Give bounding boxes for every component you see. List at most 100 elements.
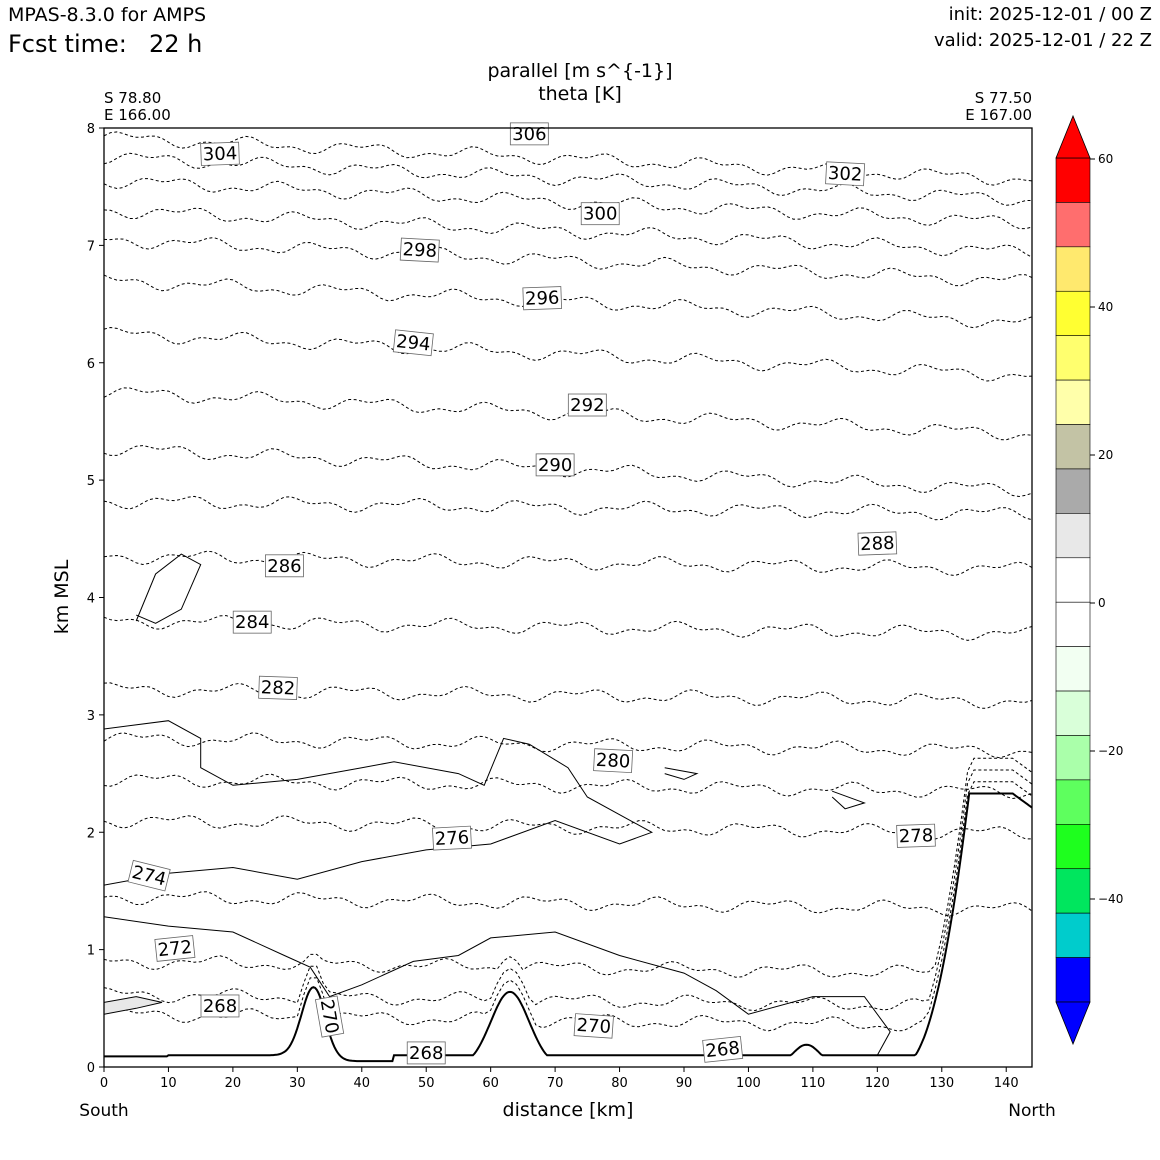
terrain-outline: [104, 792, 1032, 1063]
theta-label-text: 270: [576, 1015, 612, 1038]
y-tick-label: 1: [87, 944, 95, 959]
colorbar-segment: [1055, 424, 1091, 470]
theta-contour-line: [104, 781, 1032, 1032]
theta-label: 270: [573, 1013, 614, 1039]
colorbar-segment: [1055, 690, 1091, 736]
theta-contour-line: [104, 177, 1032, 230]
theta-label: 300: [580, 202, 620, 226]
theta-label: 278: [896, 823, 936, 848]
theta-label-box: [580, 202, 620, 226]
theta-label: 284: [232, 610, 272, 634]
chart-title-line2: theta [K]: [538, 83, 622, 105]
start-lon: E 166.00: [104, 106, 171, 124]
colorbar-segment: [1055, 735, 1091, 781]
theta-contour-line: [104, 682, 1032, 709]
end-lat: S 77.50: [974, 89, 1032, 107]
theta-label-box: [432, 825, 472, 851]
colorbar-segment: [1055, 601, 1091, 647]
theta-label-text: 268: [705, 1038, 741, 1062]
init-time: init: 2025-12-01 / 00 Z: [948, 4, 1152, 25]
colorbar-under-arrow: [1055, 1001, 1091, 1046]
theta-label: 268: [702, 1036, 744, 1063]
theta-contour-line: [104, 773, 1032, 800]
theta-label-box: [127, 859, 171, 892]
y-tick-label: 0: [87, 1061, 95, 1076]
theta-label-box: [406, 1041, 446, 1065]
y-tick-label: 2: [87, 826, 95, 841]
terrain-line: [104, 792, 1032, 1063]
theta-label-text: 268: [203, 996, 237, 1017]
wind-contour: [831, 790, 866, 810]
theta-label-text: 288: [860, 533, 895, 555]
colorbar-tick-label: −20: [1098, 744, 1123, 758]
colorbar-tick-label: 20: [1098, 448, 1113, 462]
theta-label-text: 272: [157, 937, 193, 961]
theta-contour-line: [104, 769, 1032, 1012]
theta-label: 302: [825, 161, 866, 187]
theta-label-text: 284: [235, 612, 269, 633]
theta-contour-line: [104, 152, 1032, 206]
y-axis-ticks: 0 1 2 3 4 5 6 7 8: [87, 122, 104, 1076]
theta-label-text: 294: [395, 331, 431, 355]
x-tick-label: 10: [160, 1076, 177, 1091]
theta-label-box: [399, 237, 440, 263]
x-tick-label: 90: [676, 1076, 693, 1091]
x-tick-label: 50: [418, 1076, 435, 1091]
x-tick-label: 120: [865, 1076, 890, 1091]
theta-label: 268: [200, 994, 240, 1018]
theta-label: 290: [535, 453, 575, 477]
colorbar-tick-label: 0: [1098, 596, 1106, 610]
theta-contour-line: [104, 732, 1032, 759]
chart-title-line1: parallel [m s^{-1}]: [487, 60, 673, 82]
theta-contour-line: [104, 131, 1032, 186]
theta-label-box: [593, 748, 634, 774]
theta-label-box: [573, 1013, 614, 1039]
theta-label-box: [857, 531, 898, 556]
colorbar-segment: [1055, 824, 1091, 870]
y-tick-label: 6: [87, 357, 95, 372]
x-tick-label: 140: [994, 1076, 1019, 1091]
theta-contour-line: [104, 550, 1032, 577]
theta-contour-line: [104, 326, 1032, 382]
model-name: MPAS-8.3.0 for AMPS: [8, 4, 207, 26]
theta-contour-line: [104, 815, 1032, 840]
direction-south: South: [79, 1101, 129, 1121]
colorbar-segment: [1055, 868, 1091, 914]
x-tick-label: 80: [611, 1076, 628, 1091]
theta-label-text: 286: [267, 556, 301, 577]
wind-contour: [104, 996, 163, 1015]
y-tick-label: 5: [87, 474, 95, 489]
theta-label-text: 292: [570, 395, 604, 416]
theta-label-box: [314, 995, 345, 1038]
theta-label-text: 282: [260, 677, 295, 699]
theta-label-box: [200, 141, 240, 166]
theta-label-text: 268: [409, 1043, 443, 1064]
theta-label-text: 270: [316, 998, 343, 1035]
theta-label-box: [702, 1036, 744, 1063]
y-tick-label: 7: [87, 239, 95, 254]
colorbar-segment: [1055, 957, 1091, 1003]
colorbar-segment: [1055, 290, 1091, 336]
end-lon: E 167.00: [965, 106, 1032, 124]
theta-label: 294: [392, 329, 434, 357]
theta-label-text: 274: [130, 862, 168, 891]
colorbar-tick-label: 40: [1098, 300, 1113, 314]
theta-label-box: [522, 286, 563, 311]
theta-label: 298: [399, 237, 440, 263]
theta-label-box: [258, 675, 298, 700]
wind-contours: [104, 553, 891, 1056]
theta-label-layer: 306 304 302 300 298 296 294 292 290 288 286 284 282 2…: [127, 122, 936, 1065]
colorbar-segment: [1055, 468, 1091, 514]
theta-label-text: 300: [583, 204, 617, 225]
theta-contour-line: [104, 445, 1032, 498]
theta-label-text: 280: [595, 750, 630, 773]
colorbar-segment: [1055, 513, 1091, 559]
y-tick-label: 8: [87, 122, 95, 137]
x-tick-label: 130: [929, 1076, 954, 1091]
theta-label-text: 298: [402, 239, 437, 262]
colorbar-over-arrow: [1055, 114, 1091, 159]
theta-label: 304: [200, 141, 240, 166]
theta-contour-line: [104, 891, 1032, 917]
theta-label: 274: [127, 859, 171, 892]
colorbar-segment: [1055, 779, 1091, 825]
